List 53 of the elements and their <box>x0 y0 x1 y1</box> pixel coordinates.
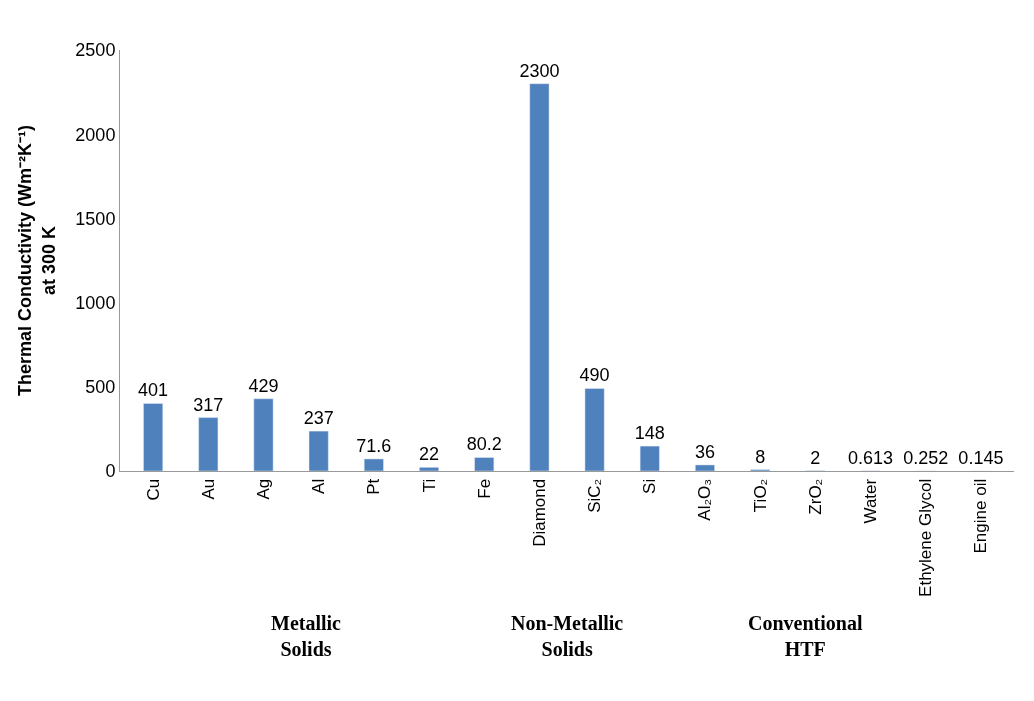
data-label: 0.613 <box>848 447 894 468</box>
text: Metallic Solids <box>271 612 342 660</box>
x-tick-label: Ti <box>419 478 439 493</box>
y-tick-label: 2500 <box>75 40 116 61</box>
x-tick-label: Cu <box>143 478 163 501</box>
y-tick-label: 1000 <box>75 292 116 313</box>
bar <box>529 83 550 471</box>
data-label: 148 <box>634 423 665 444</box>
data-label: 317 <box>193 394 224 415</box>
bar <box>419 467 439 471</box>
text: Non-Metallic Solids <box>511 612 624 660</box>
data-label: 401 <box>138 380 169 401</box>
y-tick-label: 500 <box>85 377 116 398</box>
data-label: 2 <box>810 447 821 468</box>
data-label: 429 <box>248 375 279 396</box>
data-label: 2300 <box>519 60 560 81</box>
x-tick-label: Ethylene Glycol <box>916 478 936 597</box>
x-tick-label: Si <box>640 478 660 494</box>
x-tick-label: Pt <box>364 478 384 495</box>
bar <box>363 458 384 471</box>
y-axis-title: Thermal Conductivity (Wm⁻²K⁻¹) at 300 K <box>15 125 59 396</box>
data-label: 71.6 <box>356 435 392 456</box>
x-tick-label: Al₂O₃ <box>695 478 715 521</box>
data-label: 0.252 <box>903 447 949 468</box>
x-tick-label: Water <box>861 478 881 524</box>
y-tick-label: 1500 <box>75 208 116 229</box>
data-label: 80.2 <box>466 434 502 455</box>
y-tick-label: 2000 <box>75 124 116 145</box>
bar <box>308 430 329 471</box>
bar <box>198 417 219 471</box>
text: Conventional HTF <box>748 612 863 660</box>
x-tick-label: Ag <box>254 478 274 500</box>
x-tick-label: TiO₂ <box>750 478 770 513</box>
x-tick-label: Al <box>309 478 329 494</box>
x-tick-label: Engine oil <box>971 478 991 554</box>
x-tick-label: Fe <box>474 478 494 499</box>
data-label: 22 <box>419 444 440 465</box>
y-tick-label: 0 <box>105 461 116 482</box>
x-tick-label: Au <box>198 478 218 500</box>
bar <box>143 403 164 471</box>
data-label: 36 <box>694 441 715 462</box>
bar <box>639 445 660 471</box>
data-label: 0.145 <box>958 447 1004 468</box>
data-label: 490 <box>579 365 610 386</box>
x-tick-label: SiC₂ <box>585 478 605 513</box>
bar <box>253 398 274 471</box>
bar <box>695 464 715 471</box>
data-label: 237 <box>303 408 334 429</box>
x-tick-label: ZrO₂ <box>805 478 825 515</box>
x-tick-label: Diamond <box>529 478 549 547</box>
data-label: 8 <box>755 446 766 467</box>
bar <box>474 457 495 471</box>
bar <box>584 388 605 471</box>
